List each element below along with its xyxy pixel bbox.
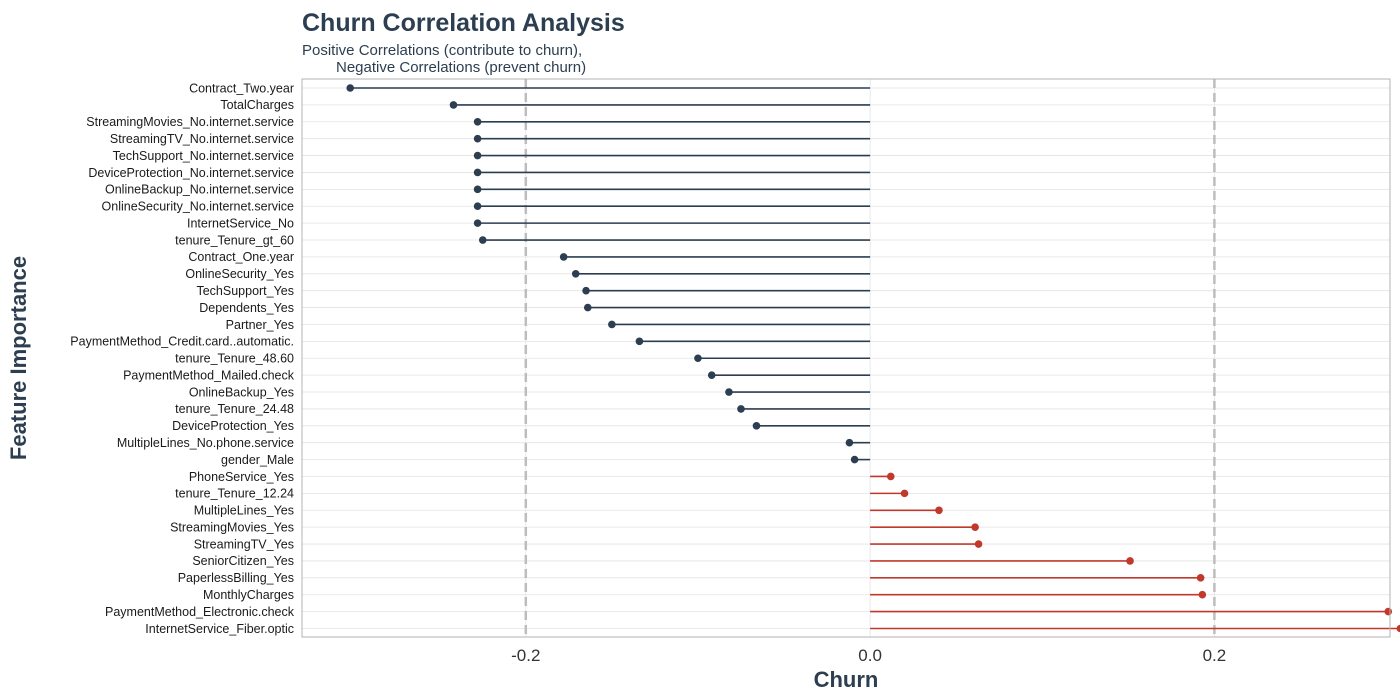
y-tick-label: DeviceProtection_No.internet.service — [88, 166, 294, 180]
y-tick-label: Contract_One.year — [188, 250, 294, 264]
y-tick-label: OnlineBackup_No.internet.service — [105, 183, 294, 197]
plot-panel-border — [301, 78, 1391, 638]
lollipop-point — [571, 269, 580, 278]
lollipop-point — [694, 354, 702, 363]
y-tick-label: gender_Male — [221, 453, 294, 467]
lollipop-point — [850, 455, 859, 464]
y-tick-label: PaymentMethod_Mailed.check — [123, 368, 295, 382]
lollipop-point — [582, 286, 590, 295]
y-tick-label: Contract_Two.year — [189, 81, 294, 95]
y-tick-label: PaperlessBilling_Yes — [178, 571, 294, 585]
chart-subtitle-line-2: Negative Correlations (prevent churn) — [336, 59, 586, 76]
lollipop-point — [752, 422, 761, 430]
y-tick-label: tenure_Tenure_24.48 — [175, 402, 294, 416]
y-tick-label: PhoneService_Yes — [189, 470, 294, 484]
lollipop-point — [1196, 574, 1205, 582]
y-tick-label: PaymentMethod_Electronic.check — [105, 605, 295, 619]
y-tick-label: MonthlyCharges — [203, 588, 294, 602]
y-tick-label: MultipleLines_Yes — [194, 504, 294, 518]
x-tick-labels: -0.2 0.0 0.2 — [511, 646, 1226, 665]
lollipop-point — [473, 185, 482, 194]
lollipop-point — [737, 405, 745, 413]
y-tick-label: TotalCharges — [220, 98, 294, 112]
y-tick-label: Dependents_Yes — [199, 301, 294, 315]
x-tick-label: 0.0 — [858, 646, 882, 665]
lollipop-point — [971, 523, 979, 531]
y-tick-label: StreamingTV_Yes — [194, 537, 294, 551]
lollipop-point — [900, 489, 909, 498]
y-tick-label: Partner_Yes — [226, 318, 294, 332]
y-tick-label: TechSupport_Yes — [196, 284, 294, 298]
lollipop-point — [974, 540, 983, 548]
lollipop-point — [583, 303, 592, 312]
lollipop-point — [1396, 624, 1400, 633]
y-tick-label: tenure_Tenure_gt_60 — [175, 233, 294, 247]
lollipop-point — [725, 388, 733, 396]
lollipop-point — [473, 168, 482, 177]
y-axis-title: Feature Importance — [6, 256, 31, 460]
x-axis-title: Churn — [814, 667, 879, 692]
lollipop-point — [473, 202, 482, 211]
lollipop-point — [845, 438, 854, 447]
y-tick-label: OnlineBackup_Yes — [189, 385, 294, 399]
lollipop-point — [559, 253, 568, 261]
lollipop-point — [886, 472, 895, 481]
lollipop-point — [635, 337, 644, 346]
y-tick-label: tenure_Tenure_12.24 — [175, 487, 294, 501]
y-tick-label: TechSupport_No.internet.service — [113, 149, 294, 163]
y-tick-label: InternetService_No — [187, 216, 294, 230]
x-tick-label: 0.2 — [1203, 646, 1227, 665]
chart-subtitle-line-1: Positive Correlations (contribute to chu… — [302, 42, 582, 59]
y-tick-label: DeviceProtection_Yes — [172, 419, 294, 433]
y-tick-label: MultipleLines_No.phone.service — [117, 436, 294, 450]
lollipop-point — [707, 371, 716, 379]
lollipop-point — [1198, 590, 1207, 599]
lollipop-point — [608, 320, 616, 329]
y-tick-label: SeniorCitizen_Yes — [192, 554, 294, 568]
chart-title: Churn Correlation Analysis — [302, 9, 625, 37]
lollipop-point — [935, 506, 943, 515]
y-tick-labels: Contract_Two.year TotalCharges StreamingMo… — [70, 81, 295, 636]
lollipop-point — [473, 151, 482, 160]
y-tick-label: InternetService_Fiber.optic — [145, 622, 294, 636]
y-tick-label: OnlineSecurity_No.internet.service — [102, 200, 294, 214]
y-tick-label: tenure_Tenure_48.60 — [175, 352, 294, 366]
x-tick-label: -0.2 — [511, 646, 540, 665]
lollipop-point — [1384, 607, 1393, 616]
y-tick-label: StreamingMovies_Yes — [170, 520, 294, 534]
y-tick-label: StreamingMovies_No.internet.service — [86, 115, 294, 129]
y-tick-label: OnlineSecurity_Yes — [185, 267, 294, 281]
lollipop-point — [478, 236, 487, 244]
y-tick-label: PaymentMethod_Credit.card..automatic. — [70, 335, 294, 349]
lollipop-point — [473, 117, 482, 126]
lollipop-point — [1126, 557, 1134, 565]
lollipop-point — [346, 84, 355, 92]
lollipop-point — [473, 134, 482, 143]
lollipop-point — [449, 101, 458, 109]
lollipop-point — [473, 219, 482, 227]
y-tick-label: StreamingTV_No.internet.service — [110, 132, 294, 146]
lollipop-stems — [350, 87, 1400, 630]
